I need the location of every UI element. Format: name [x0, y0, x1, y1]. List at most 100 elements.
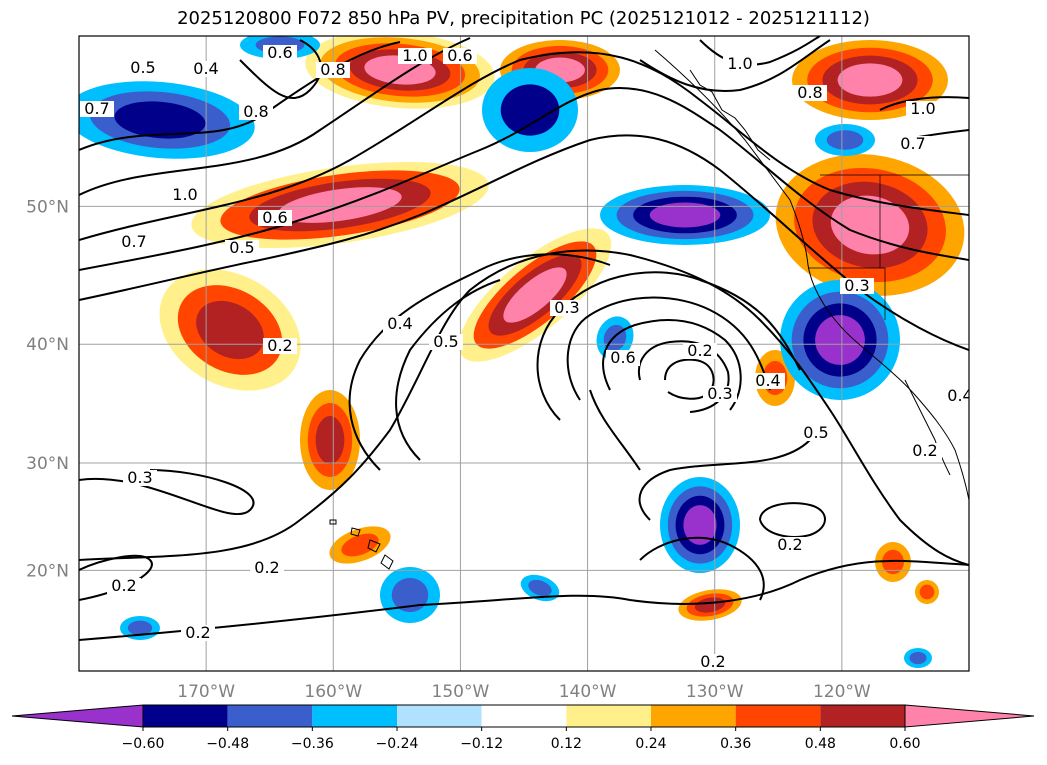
colorbar-extend-low [11, 704, 144, 728]
contour-label: 0.6 [262, 208, 287, 227]
colorbar-extend-high [904, 704, 1035, 728]
contour-label-bg [906, 101, 940, 117]
precip-anomaly-negative [683, 505, 717, 545]
pv-contour-line [79, 559, 969, 641]
contour-label: 0.3 [844, 276, 869, 295]
contour-label: 0.2 [687, 341, 712, 360]
lat-tick-label: 20°N [26, 561, 69, 581]
lat-tick-label: 40°N [26, 335, 69, 355]
contour-label: 0.4 [947, 386, 972, 405]
pv-contour-line [589, 389, 641, 471]
precip-anomaly-negative [826, 130, 864, 150]
precip-anomaly-positive [919, 584, 935, 600]
colorbar-bin [566, 705, 651, 727]
contour-label: 0.8 [243, 102, 268, 121]
colorbar-tick-label: 0.12 [551, 736, 582, 752]
coast-baja [904, 379, 951, 476]
coast-bc-islands [689, 69, 771, 161]
precip-anomaly-negative [815, 315, 865, 365]
precip-anomaly-negative [114, 101, 206, 139]
hawaii-islands [329, 519, 394, 570]
contour-label: 0.2 [912, 441, 937, 460]
contour-label: 0.4 [387, 314, 412, 333]
contour-label-bg [683, 343, 717, 359]
lon-tick-label: 120°W [813, 682, 871, 702]
contour-label-bg [799, 425, 833, 441]
pv-contour-line [79, 249, 969, 566]
contour-label: 0.2 [254, 558, 279, 577]
colorbar-frame [142, 704, 906, 728]
colorbar-tick-label: −0.60 [122, 736, 165, 752]
pv-contour-line [699, 36, 821, 66]
longitude-labels: 170°W 160°W 150°W 140°W 130°W 120°W [177, 682, 871, 702]
pv-contour-line [536, 271, 801, 421]
contour-label-bg [723, 56, 757, 72]
contour-label-bg [773, 537, 807, 553]
contour-label-bg [443, 48, 477, 64]
colorbar-tick-label: −0.48 [206, 736, 249, 752]
contour-label: 0.5 [229, 238, 254, 257]
contour-label: 1.0 [172, 185, 197, 204]
contour-label-bg [168, 187, 202, 203]
latitude-labels: 50°N 40°N 30°N 20°N [26, 197, 69, 581]
contour-label: 1.0 [727, 54, 752, 73]
contour-label: 0.2 [267, 336, 292, 355]
pv-contour-line [602, 319, 742, 411]
precip-anomaly-negative [500, 84, 560, 136]
pv-contour-line [879, 96, 969, 111]
contour-label-bg [793, 85, 827, 101]
lon-tick-label: 130°W [686, 682, 744, 702]
colorbar-bin [481, 705, 567, 727]
contour-label-bg [263, 45, 297, 61]
colorbar: −0.60 −0.48 −0.36 −0.24 −0.12 0.12 0.24 0.36 0.4… [11, 704, 1035, 752]
contour-label: 0.3 [127, 468, 152, 487]
contour-label-bg [316, 62, 350, 78]
contour-label: 0.7 [84, 99, 109, 118]
contour-label-bg [429, 334, 463, 350]
contour-label: 0.5 [130, 58, 155, 77]
precip-anomaly-positive [694, 597, 726, 613]
contour-label-bg [126, 60, 160, 76]
contour-label: 0.6 [447, 46, 472, 65]
contour-label: 0.6 [610, 348, 635, 367]
colorbar-bin [397, 705, 482, 727]
precip-anomaly-positive [830, 195, 910, 255]
contour-label-bg [263, 338, 297, 354]
contour-label-bg [398, 48, 432, 64]
lat-tick-label: 30°N [26, 454, 69, 474]
pv-contour-line [566, 296, 771, 401]
lon-tick-label: 140°W [559, 682, 617, 702]
colorbar-bin [143, 705, 228, 727]
contour-label: 0.2 [700, 652, 725, 671]
contour-label-bg [908, 443, 942, 459]
lon-tick-label: 160°W [304, 682, 362, 702]
contour-label-bg [383, 316, 417, 332]
contour-label: 0.2 [185, 623, 210, 642]
lon-tick-label: 170°W [177, 682, 235, 702]
contour-label-bg [703, 386, 737, 402]
contour-label-bg [550, 300, 584, 316]
precip-anomaly-positive [503, 267, 567, 323]
contour-label: 0.8 [797, 83, 822, 102]
contour-label-bg [896, 136, 930, 152]
colorbar-tick-label: 0.24 [635, 736, 666, 752]
pv-contour-line [638, 439, 811, 521]
precip-anomaly-positive [837, 63, 903, 97]
colorbar-tick-label: 0.36 [720, 736, 751, 752]
contour-label-bg [258, 210, 292, 226]
precip-anomaly-negative [649, 202, 721, 228]
lon-tick-label: 150°W [432, 682, 490, 702]
precip-anomaly-positive [315, 416, 345, 464]
pv-contour-line [395, 279, 501, 461]
contour-label-bg [751, 373, 785, 389]
colorbar-bin [651, 705, 736, 727]
colorbar-tick-label: 0.48 [805, 736, 836, 752]
contour-label-bg [181, 625, 215, 641]
contour-label-bg [943, 388, 969, 404]
map-frame [78, 35, 970, 672]
contour-label-bg [606, 350, 640, 366]
precip-anomaly-negative [127, 620, 153, 636]
colorbar-bin [227, 705, 313, 727]
contour-label-bg [80, 101, 114, 117]
